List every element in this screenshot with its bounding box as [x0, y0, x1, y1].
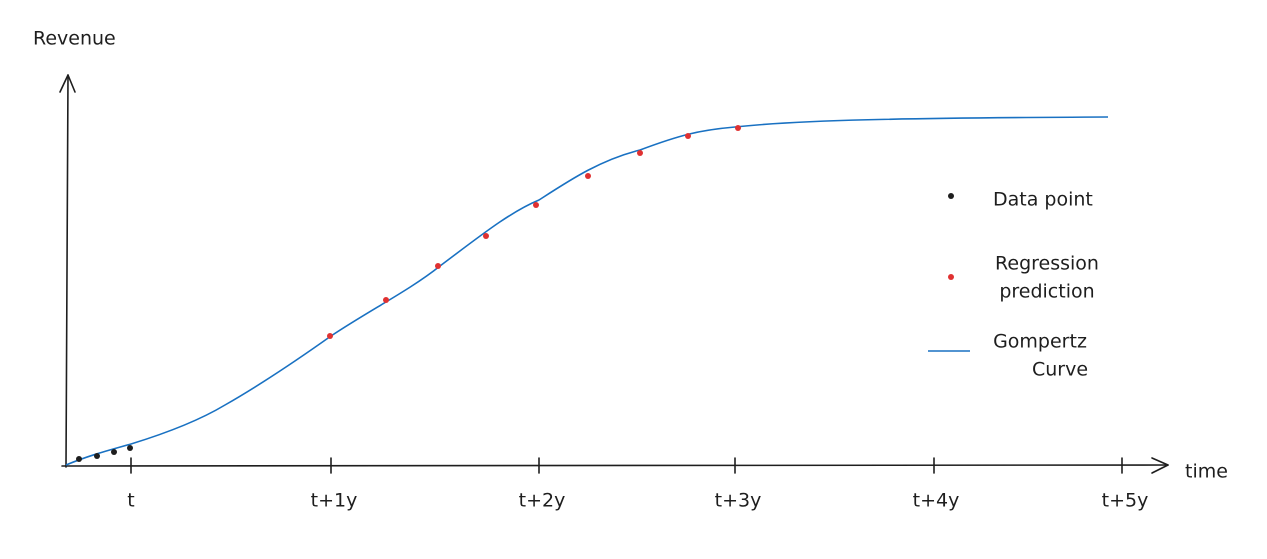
data-points: [76, 445, 133, 462]
x-ticks: [130, 457, 1123, 474]
legend-label: Regression: [995, 253, 1099, 275]
x-tick-label: t+4y: [913, 490, 960, 512]
x-tick-label: t+3y: [715, 490, 762, 512]
legend-label: Gompertz: [993, 331, 1087, 353]
y-axis: [65, 74, 69, 468]
legend-label: prediction: [999, 281, 1094, 303]
gompertz-curve: [65, 116, 1109, 466]
legend: Data point Regression prediction Gompert…: [928, 189, 1099, 381]
x-tick-labels: t t+1y t+2y t+3y t+4y t+5y: [127, 490, 1148, 512]
y-axis-label: Revenue: [33, 28, 116, 50]
x-axis: [61, 464, 1169, 467]
x-axis-label: time: [1185, 461, 1228, 483]
x-tick-label: t: [127, 490, 134, 512]
y-axis-arrow: [59, 74, 76, 93]
x-axis-arrow: [1151, 457, 1169, 474]
legend-marker: [948, 193, 954, 199]
legend-marker: [948, 274, 954, 280]
x-tick-label: t+2y: [519, 490, 566, 512]
prediction-points: [327, 125, 741, 339]
legend-label: Data point: [993, 189, 1093, 211]
x-tick-label: t+1y: [311, 490, 358, 512]
x-tick-label: t+5y: [1102, 490, 1149, 512]
legend-label: Curve: [1032, 359, 1088, 381]
